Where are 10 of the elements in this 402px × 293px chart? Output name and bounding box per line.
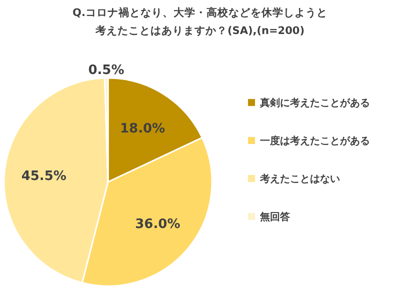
chart-title: Q.コロナ禍となり、大学・高校などを休学しようと bbox=[72, 6, 328, 19]
data-label: 45.5% bbox=[21, 168, 66, 184]
legend-label: 一度は考えたことがある bbox=[260, 135, 370, 147]
data-label: 36.0% bbox=[135, 217, 180, 232]
data-label: 0.5% bbox=[88, 63, 124, 78]
legend-label: 無回答 bbox=[259, 211, 291, 223]
chart-subtitle: 考えたことはありますか？(SA),(n=200) bbox=[94, 24, 305, 37]
legend-label: 真剣に考えたことがある bbox=[259, 97, 370, 109]
legend-label: 考えたことはない bbox=[259, 173, 340, 185]
data-label: 18.0% bbox=[120, 122, 166, 137]
